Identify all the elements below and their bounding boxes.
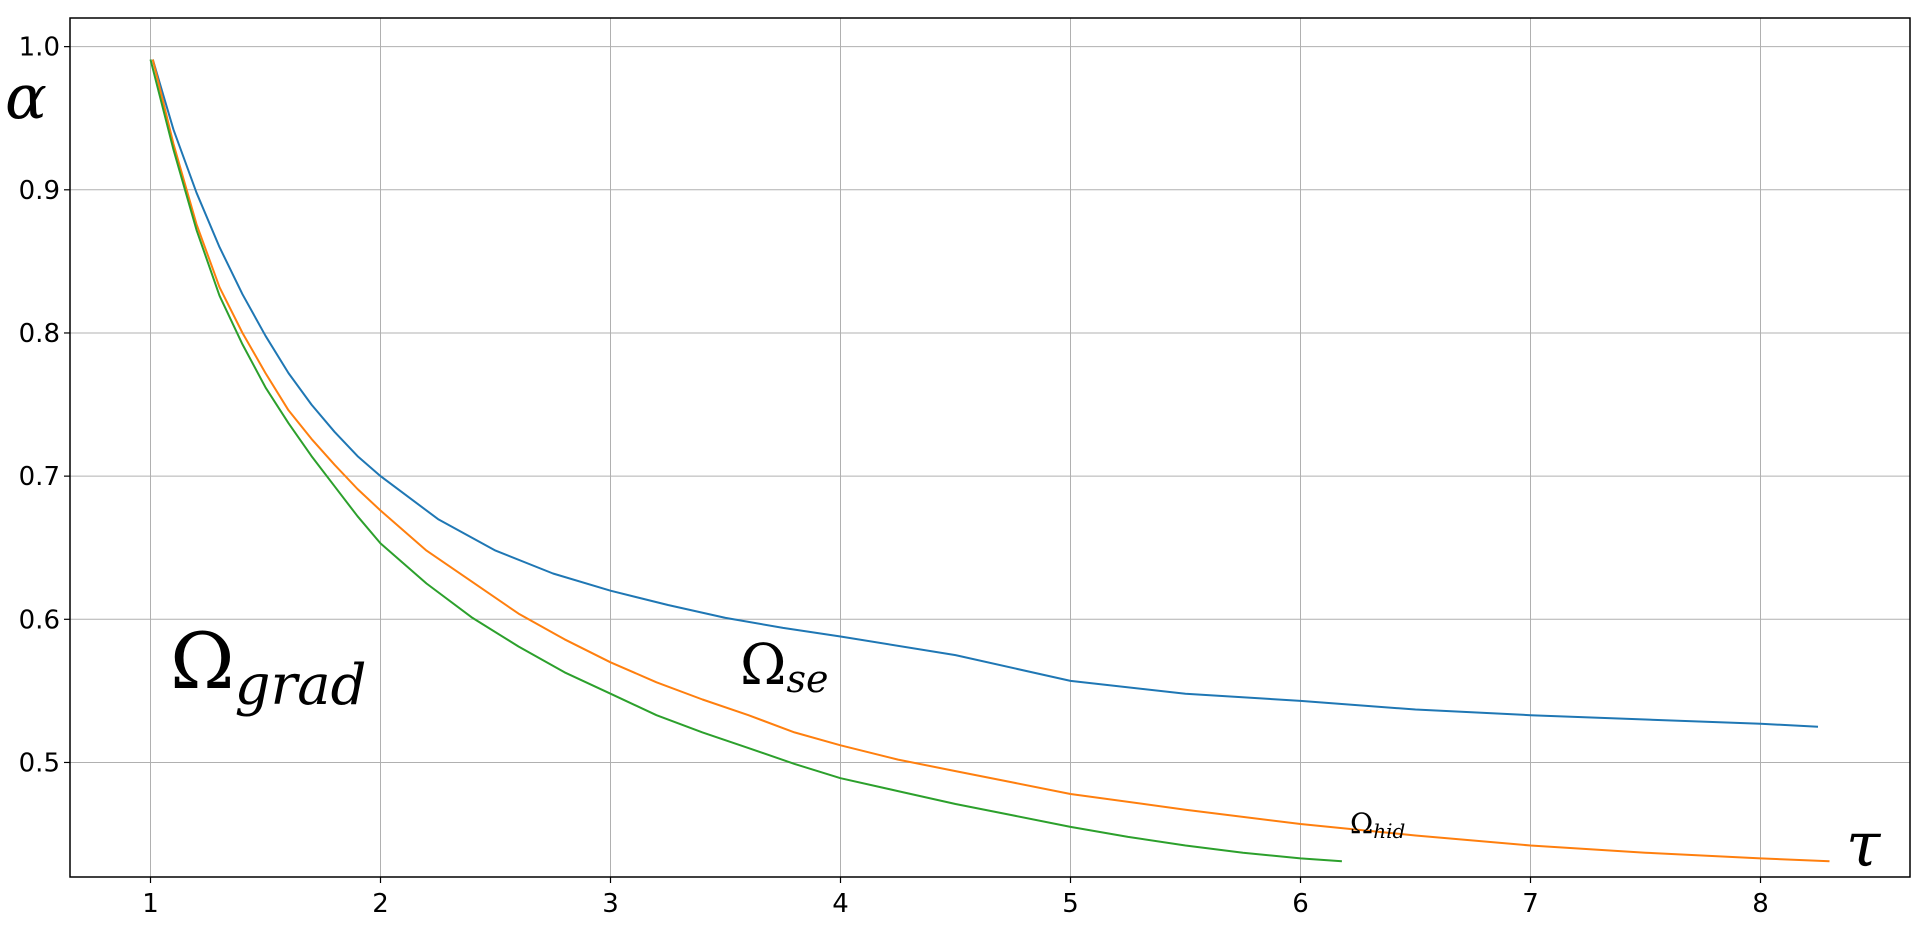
y-tick-label: 0.9: [19, 176, 60, 206]
series-line-3: [149, 59, 1342, 863]
x-ticks: 1 2 3 4 5 6 7 8: [142, 877, 1769, 919]
x-tick-label: 8: [1752, 889, 1769, 919]
x-tick-label: 1: [142, 889, 159, 919]
x-tick-label: 5: [1062, 889, 1079, 919]
y-tick-label: 0.7: [19, 462, 60, 492]
grid: [70, 18, 1910, 877]
region-label-se: Ωse: [740, 633, 828, 701]
series-line-1: [151, 59, 1819, 728]
x-tick-label: 6: [1292, 889, 1309, 919]
x-tick-label: 7: [1522, 889, 1539, 919]
x-tick-label: 4: [832, 889, 849, 919]
series-line-2: [151, 59, 1830, 863]
y-ticks: 0.5 0.6 0.7 0.8 0.9 1.0: [19, 33, 70, 778]
region-label-grad: Ωgrad: [170, 617, 367, 718]
y-tick-label: 1.0: [19, 33, 60, 63]
y-axis-symbol: α: [5, 60, 47, 133]
x-tick-label: 2: [372, 889, 389, 919]
x-tick-label: 3: [602, 889, 619, 919]
y-tick-label: 0.6: [19, 605, 60, 635]
y-tick-label: 0.8: [19, 319, 60, 349]
series-layer: [149, 59, 1830, 863]
x-axis-symbol: τ: [1846, 808, 1882, 881]
plot-frame: [69, 17, 1911, 878]
region-label-hid: Ωhid: [1350, 807, 1405, 843]
y-tick-label: 0.5: [19, 748, 60, 778]
